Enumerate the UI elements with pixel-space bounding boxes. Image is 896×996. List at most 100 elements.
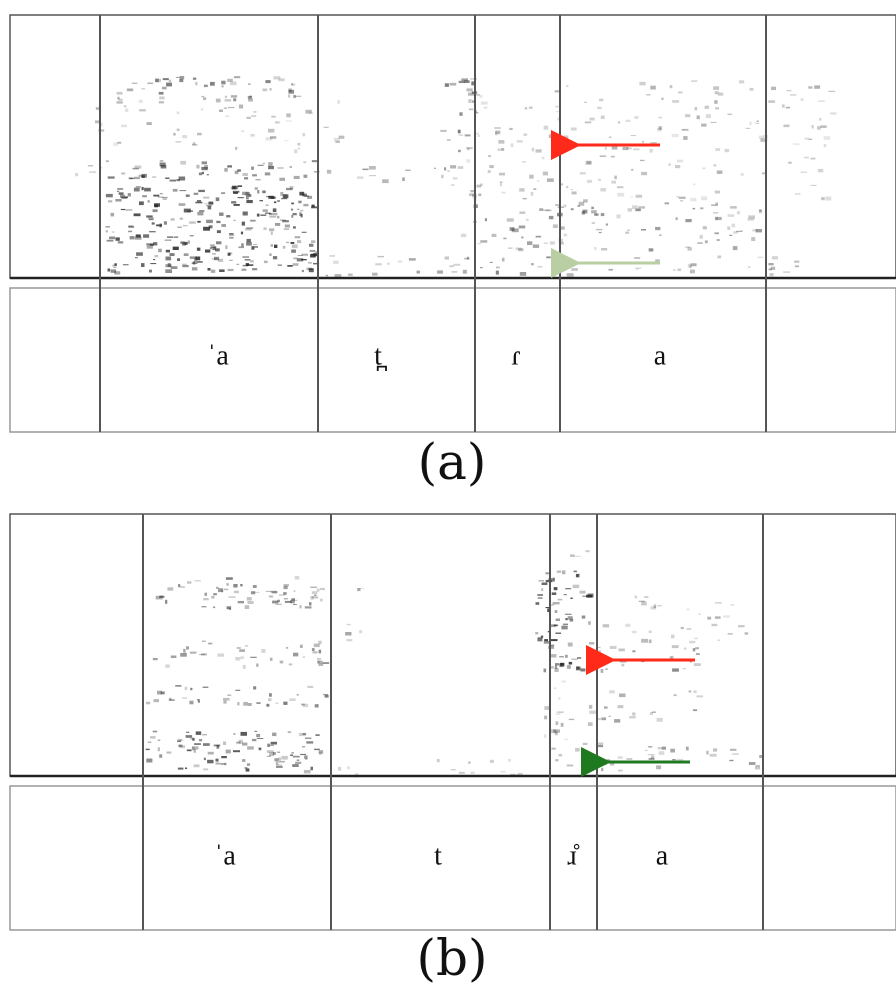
- spectral-energy: [192, 77, 197, 80]
- spectral-energy: [141, 263, 145, 267]
- spectral-energy: [233, 204, 240, 206]
- spectral-energy: [122, 264, 129, 266]
- spectral-energy: [146, 215, 153, 218]
- spectral-energy: [203, 196, 210, 199]
- spectral-energy: [235, 146, 238, 150]
- spectral-energy: [115, 199, 122, 202]
- spectral-energy: [659, 234, 662, 236]
- spectral-energy: [221, 756, 227, 759]
- spectral-energy: [118, 98, 123, 101]
- spectral-energy: [541, 156, 545, 160]
- spectral-energy: [310, 254, 316, 258]
- spectral-energy: [642, 140, 645, 144]
- spectral-energy: [697, 242, 703, 244]
- spectral-energy: [290, 754, 293, 756]
- frames: ˈa t̪ ɾ a ˈa t ɹ̊ a: [9, 14, 896, 931]
- spectral-energy: [275, 603, 282, 605]
- spectral-energy: [693, 663, 701, 666]
- spectral-energy: [252, 585, 257, 588]
- spectral-energy: [530, 191, 534, 196]
- spectral-energy: [265, 590, 272, 592]
- spectral-energy: [118, 192, 124, 195]
- spectral-energy: [515, 247, 522, 250]
- spectral-energy: [577, 657, 582, 659]
- spectral-energy: [273, 76, 281, 80]
- spectral-energy: [369, 175, 377, 177]
- spectral-energy: [149, 231, 156, 233]
- spectral-energy: [714, 216, 718, 221]
- spectral-energy: [601, 767, 604, 772]
- spectral-energy: [566, 84, 569, 88]
- spectral-energy: [748, 266, 751, 269]
- spectral-energy: [549, 624, 557, 628]
- spectral-energy: [234, 170, 239, 175]
- spectral-energy: [201, 166, 208, 171]
- spectral-energy: [141, 187, 144, 191]
- spectral-energy: [580, 668, 586, 672]
- spectral-energy: [279, 177, 285, 181]
- spectral-energy: [115, 237, 120, 241]
- spectral-energy: [499, 182, 502, 187]
- spectral-energy: [582, 209, 588, 214]
- spectral-energy: [143, 234, 150, 238]
- spectral-energy: [625, 623, 631, 627]
- spectral-energy: [299, 212, 302, 216]
- spectral-energy: [246, 200, 253, 204]
- spectral-energy: [585, 550, 590, 553]
- spectral-energy: [314, 748, 320, 751]
- spectral-energy: [164, 239, 172, 241]
- spectral-energy: [629, 716, 636, 719]
- spectral-energy: [237, 197, 244, 199]
- spectral-energy: [653, 604, 657, 609]
- spectral-energy: [233, 584, 238, 588]
- spectral-energy: [576, 666, 581, 671]
- spectral-energy: [216, 586, 219, 589]
- spectral-energy: [694, 107, 698, 111]
- spectral-energy: [755, 122, 760, 124]
- spectral-energy: [561, 570, 566, 575]
- spectral-energy: [206, 205, 212, 207]
- spectral-energy: [290, 242, 295, 244]
- spectral-energy: [244, 605, 250, 609]
- spectral-energy: [517, 772, 523, 776]
- spectral-energy: [311, 591, 318, 595]
- spectral-energy: [458, 149, 461, 153]
- spectral-energy: [554, 90, 561, 93]
- spectral-energy: [243, 701, 248, 706]
- spectral-energy: [539, 208, 544, 211]
- spectral-energy: [600, 668, 604, 673]
- spectral-energy: [466, 256, 470, 260]
- spectral-energy: [752, 229, 758, 232]
- spectral-energy: [568, 718, 575, 721]
- spectral-energy: [284, 224, 290, 228]
- spectral-energy: [252, 174, 257, 177]
- spectral-energy: [286, 113, 291, 118]
- spectral-energy: [358, 587, 365, 589]
- spectral-energy: [817, 126, 821, 130]
- spectral-energy: [256, 702, 261, 704]
- spectral-energy: [541, 582, 548, 585]
- spectral-energy: [180, 586, 185, 588]
- spectral-energy: [318, 640, 322, 645]
- spectral-energy: [711, 204, 718, 206]
- spectral-energy: [304, 606, 312, 609]
- spectral-energy: [159, 754, 163, 758]
- spectral-energy: [242, 759, 246, 762]
- spectral-energy: [495, 270, 499, 275]
- caption: (a): [418, 433, 487, 491]
- spectral-energy: [95, 120, 100, 124]
- spectral-energy: [203, 768, 209, 771]
- spectral-energy: [600, 115, 605, 119]
- spectral-energy: [546, 256, 551, 259]
- spectral-energy: [696, 695, 703, 698]
- spectral-energy: [287, 94, 291, 98]
- spectral-energy: [647, 754, 655, 756]
- spectral-energy: [278, 757, 282, 761]
- spectral-energy: [311, 160, 318, 163]
- spectral-energy: [159, 162, 166, 167]
- spectral-energy: [267, 743, 270, 747]
- spectral-energy: [106, 239, 114, 242]
- spectral-energy: [233, 192, 238, 194]
- spectral-energy: [695, 653, 700, 655]
- spectral-energy: [262, 190, 266, 194]
